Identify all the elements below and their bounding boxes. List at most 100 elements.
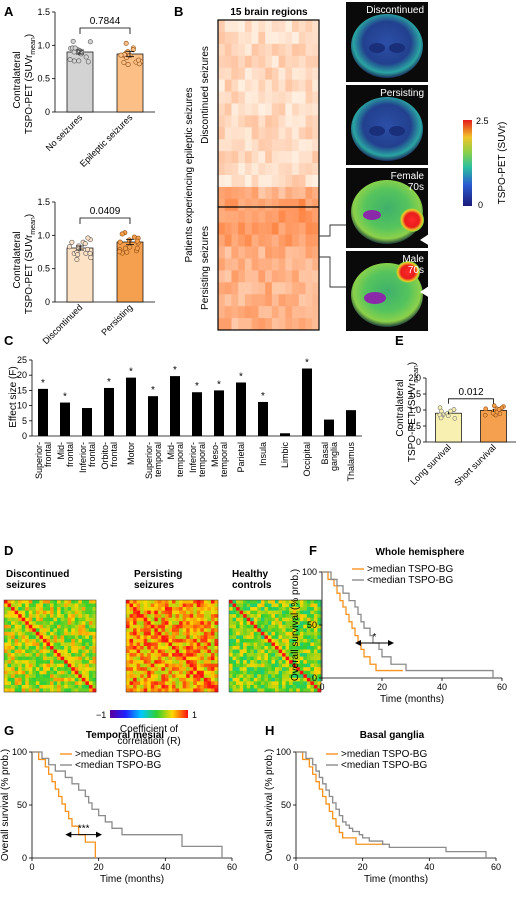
matrix-cell	[60, 646, 65, 650]
matrix-cell	[243, 624, 247, 629]
matrix-cell	[143, 656, 148, 661]
matrix-cell	[243, 681, 247, 686]
matrix-cell	[175, 684, 180, 689]
matrix-cell	[7, 660, 12, 664]
heatmap-cell	[251, 139, 259, 152]
matrix-cell	[28, 624, 33, 629]
matrix-cell	[196, 621, 201, 626]
matrix-cell	[168, 624, 173, 629]
matrix-cell	[50, 674, 54, 679]
matrix-frame	[125, 599, 219, 693]
matrix-cell	[317, 677, 322, 682]
matrix-cell	[126, 667, 130, 672]
e-dot	[483, 406, 489, 412]
matrix-cell	[306, 628, 311, 633]
c-bar	[324, 419, 334, 436]
matrix-cell	[236, 653, 240, 657]
heatmap-cell	[218, 20, 226, 33]
heatmap-cell	[278, 20, 286, 33]
matrix-cell	[42, 621, 47, 626]
matrix-cell	[253, 624, 258, 629]
matrix-cell	[285, 663, 290, 668]
heatmap-cell	[278, 79, 286, 92]
matrix-cell	[275, 610, 279, 615]
matrix-cell	[292, 688, 297, 693]
matrix-cell	[182, 646, 187, 650]
heatmap-cell	[244, 103, 252, 116]
matrix-cell	[236, 610, 240, 615]
matrix-cell	[28, 635, 33, 640]
matrix-cell	[264, 656, 269, 661]
matrix-cell	[67, 677, 72, 682]
matrix-cell	[60, 617, 65, 622]
matrix-cell	[246, 667, 251, 672]
heatmap-cell	[238, 67, 246, 80]
heatmap-cell	[298, 246, 306, 259]
matrix-cell	[4, 624, 8, 629]
matrix-cell	[299, 621, 304, 626]
matrix-cell	[57, 681, 61, 686]
heatmap-cell	[312, 55, 320, 68]
h-chart-xtick-label: 40	[424, 862, 434, 872]
c-ytick-label: 15	[17, 385, 27, 395]
heatmap-cell	[285, 103, 293, 116]
heatmap-cell	[231, 43, 239, 57]
matrix-cell	[257, 681, 262, 686]
matrix-cell	[32, 663, 37, 668]
matrix-cell	[32, 667, 37, 672]
matrix-cell	[150, 646, 155, 650]
heatmap-cell	[231, 163, 239, 176]
matrix-cell	[264, 681, 269, 686]
matrix-cell	[175, 635, 180, 640]
matrix-cell	[172, 603, 176, 608]
matrix-cell	[271, 617, 276, 622]
heatmap-cell	[244, 186, 252, 200]
matrix-cell	[175, 660, 180, 664]
panel-d-scale-label-1: Coefficient of	[120, 724, 178, 735]
heatmap-cell	[251, 234, 259, 247]
matrix-cell	[35, 649, 40, 654]
matrix-cell	[275, 607, 279, 611]
c-bar	[38, 388, 48, 436]
matrix-cell	[32, 603, 37, 608]
matrix-cell	[140, 677, 144, 682]
matrix-cell	[239, 646, 244, 650]
matrix-cell	[154, 624, 159, 629]
matrix-cell	[7, 617, 12, 622]
matrix-cell	[239, 681, 244, 686]
matrix-cell	[147, 670, 152, 675]
matrix-cell	[129, 653, 134, 657]
svg-text:Discontinued seizures: Discontinued seizures	[200, 46, 211, 144]
c-significance-mark: *	[217, 379, 221, 390]
heatmap-cell	[305, 127, 313, 140]
matrix-cell	[292, 660, 297, 664]
matrix-cell	[7, 610, 12, 615]
matrix-cell	[126, 660, 130, 664]
heatmap-cell	[312, 43, 320, 57]
matrix-cell	[140, 607, 144, 611]
matrix-cell	[7, 621, 12, 626]
matrix-cell	[186, 600, 190, 604]
e-dot	[439, 408, 444, 414]
matrix-cell	[172, 600, 176, 604]
matrix-cell	[236, 638, 240, 643]
heatmap-cell	[251, 55, 259, 68]
matrix-cell	[317, 688, 322, 693]
matrix-cell	[246, 670, 251, 675]
h-chart-xtick-label: 0	[293, 862, 298, 872]
matrix-cell	[133, 677, 137, 682]
matrix-cell	[11, 617, 15, 622]
matrix-cell	[232, 614, 237, 618]
matrix-cell	[306, 631, 311, 636]
matrix-cell	[175, 670, 180, 675]
heatmap-cell	[271, 210, 279, 223]
matrix-cell	[186, 670, 190, 675]
matrix-cell	[126, 600, 130, 604]
matrix-cell	[200, 660, 205, 664]
a-bot-dot	[75, 252, 81, 258]
matrix-cell	[189, 649, 194, 654]
matrix-cell	[18, 610, 22, 615]
matrix-cell	[21, 614, 26, 618]
matrix-cell	[193, 653, 198, 657]
heatmap-cell	[258, 198, 266, 212]
